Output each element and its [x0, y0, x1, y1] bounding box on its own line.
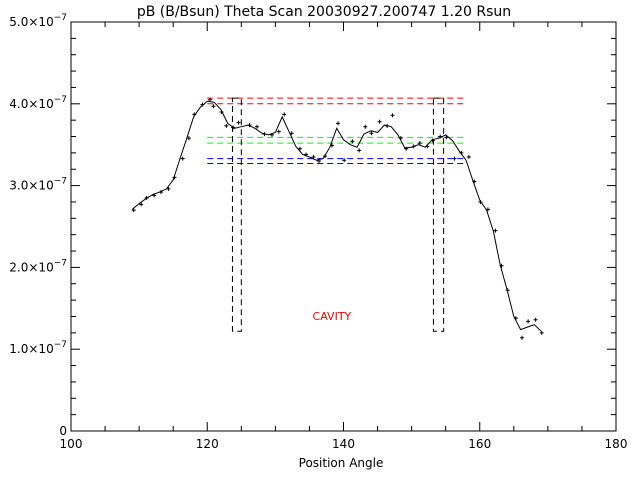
data-point-45 [438, 134, 443, 139]
data-point-22 [282, 112, 287, 117]
data-point-44 [430, 138, 435, 143]
x-tick-label-2: 140 [332, 437, 355, 451]
data-point-28 [323, 154, 328, 159]
data-point-58 [526, 319, 531, 324]
data-point-8 [186, 136, 191, 141]
x-tick-label-4: 180 [605, 437, 628, 451]
data-point-38 [390, 113, 395, 118]
data-point-48 [459, 150, 464, 155]
y-tick-label-5: 5.0×10−7 [9, 13, 67, 29]
data-point-14 [224, 123, 229, 128]
data-point-21 [276, 129, 281, 134]
y-tick-label-exponent: −7 [54, 177, 67, 187]
cavity-boxes [231, 97, 445, 332]
data-point-3 [152, 193, 157, 198]
cavity-box-0 [231, 97, 242, 332]
y-tick-label-base: 4.0×10 [9, 97, 53, 111]
data-point-19 [262, 132, 267, 137]
data-point-53 [493, 228, 498, 233]
chart-title: pB (B/Bsun) Theta Scan 20030927.200747 1… [137, 4, 511, 20]
y-tick-label-exponent: −7 [54, 258, 67, 268]
data-point-9 [192, 112, 197, 117]
data-point-2 [144, 195, 149, 200]
data-point-40 [404, 146, 409, 151]
y-tick-label-2: 2.0×10−7 [9, 258, 67, 274]
data-point-36 [377, 119, 382, 124]
data-point-46 [444, 135, 449, 140]
data-point-37 [385, 123, 390, 128]
data-point-49 [466, 154, 471, 159]
y-tick-label-base: 3.0×10 [9, 179, 53, 193]
data-point-27 [316, 159, 321, 164]
y-tick-label-exponent: −7 [54, 340, 67, 350]
data-point-34 [363, 124, 368, 129]
data-point-50 [472, 179, 477, 184]
y-tick-label-base: 5.0×10 [9, 15, 53, 29]
data-point-24 [297, 146, 302, 151]
data-point-16 [236, 120, 241, 125]
data-point-25 [304, 152, 309, 157]
data-point-59 [533, 317, 538, 322]
y-tick-label-1: 1.0×10−7 [9, 340, 67, 356]
y-tick-label-4: 4.0×10−7 [9, 95, 67, 111]
annotations: CAVITY [313, 310, 352, 323]
data-point-32 [350, 139, 355, 144]
data-point-43 [425, 144, 430, 149]
data-point-41 [411, 144, 416, 149]
series-points-group [131, 97, 544, 340]
data-point-0 [131, 208, 136, 213]
data-point-18 [254, 124, 259, 129]
data-point-4 [158, 190, 163, 195]
data-point-54 [499, 263, 504, 268]
data-point-35 [369, 131, 374, 136]
y-tick-label-exponent: −7 [54, 13, 67, 23]
data-point-52 [485, 207, 490, 212]
data-point-47 [452, 156, 457, 161]
data-point-1 [139, 202, 144, 207]
series-line-group [131, 100, 542, 332]
data-point-39 [398, 136, 403, 141]
cavity-box-1 [432, 97, 445, 332]
series-line-0 [131, 100, 542, 332]
y-tick-label-exponent: −7 [54, 95, 67, 105]
axes: 100 120 140 160 18001.0×10−72.0×10−73.0×10−7… [9, 13, 627, 451]
y-tick-label-3: 3.0×10−7 [9, 177, 67, 193]
data-point-15 [231, 125, 236, 130]
y-tick-label-base: 2.0×10 [9, 260, 53, 274]
data-point-13 [219, 109, 224, 114]
data-point-33 [357, 148, 362, 153]
data-point-57 [519, 335, 524, 340]
data-point-10 [200, 102, 205, 107]
data-point-23 [289, 131, 294, 136]
x-tick-label-1: 120 [196, 437, 219, 451]
data-point-12 [211, 104, 216, 109]
data-point-17 [247, 123, 252, 128]
data-point-20 [269, 132, 274, 137]
x-tick-label-0: 100 [60, 437, 83, 451]
y-tick-label-base: 1.0×10 [9, 342, 53, 356]
data-point-51 [478, 199, 483, 204]
data-point-55 [505, 288, 510, 293]
data-point-7 [180, 156, 185, 161]
data-point-60 [539, 330, 544, 335]
data-point-30 [336, 121, 341, 126]
data-point-5 [166, 186, 171, 191]
data-point-6 [172, 175, 177, 180]
data-point-56 [513, 316, 518, 321]
data-point-29 [329, 143, 334, 148]
x-axis-label: Position Angle [299, 456, 384, 470]
annotation-cavity-label: CAVITY [313, 310, 352, 323]
data-point-31 [342, 158, 347, 163]
data-point-42 [417, 141, 422, 146]
reference-lines [207, 97, 467, 165]
x-tick-label-3: 160 [468, 437, 491, 451]
data-point-11 [207, 97, 212, 102]
y-tick-label-0: 0 [59, 424, 67, 438]
data-point-26 [311, 154, 316, 159]
